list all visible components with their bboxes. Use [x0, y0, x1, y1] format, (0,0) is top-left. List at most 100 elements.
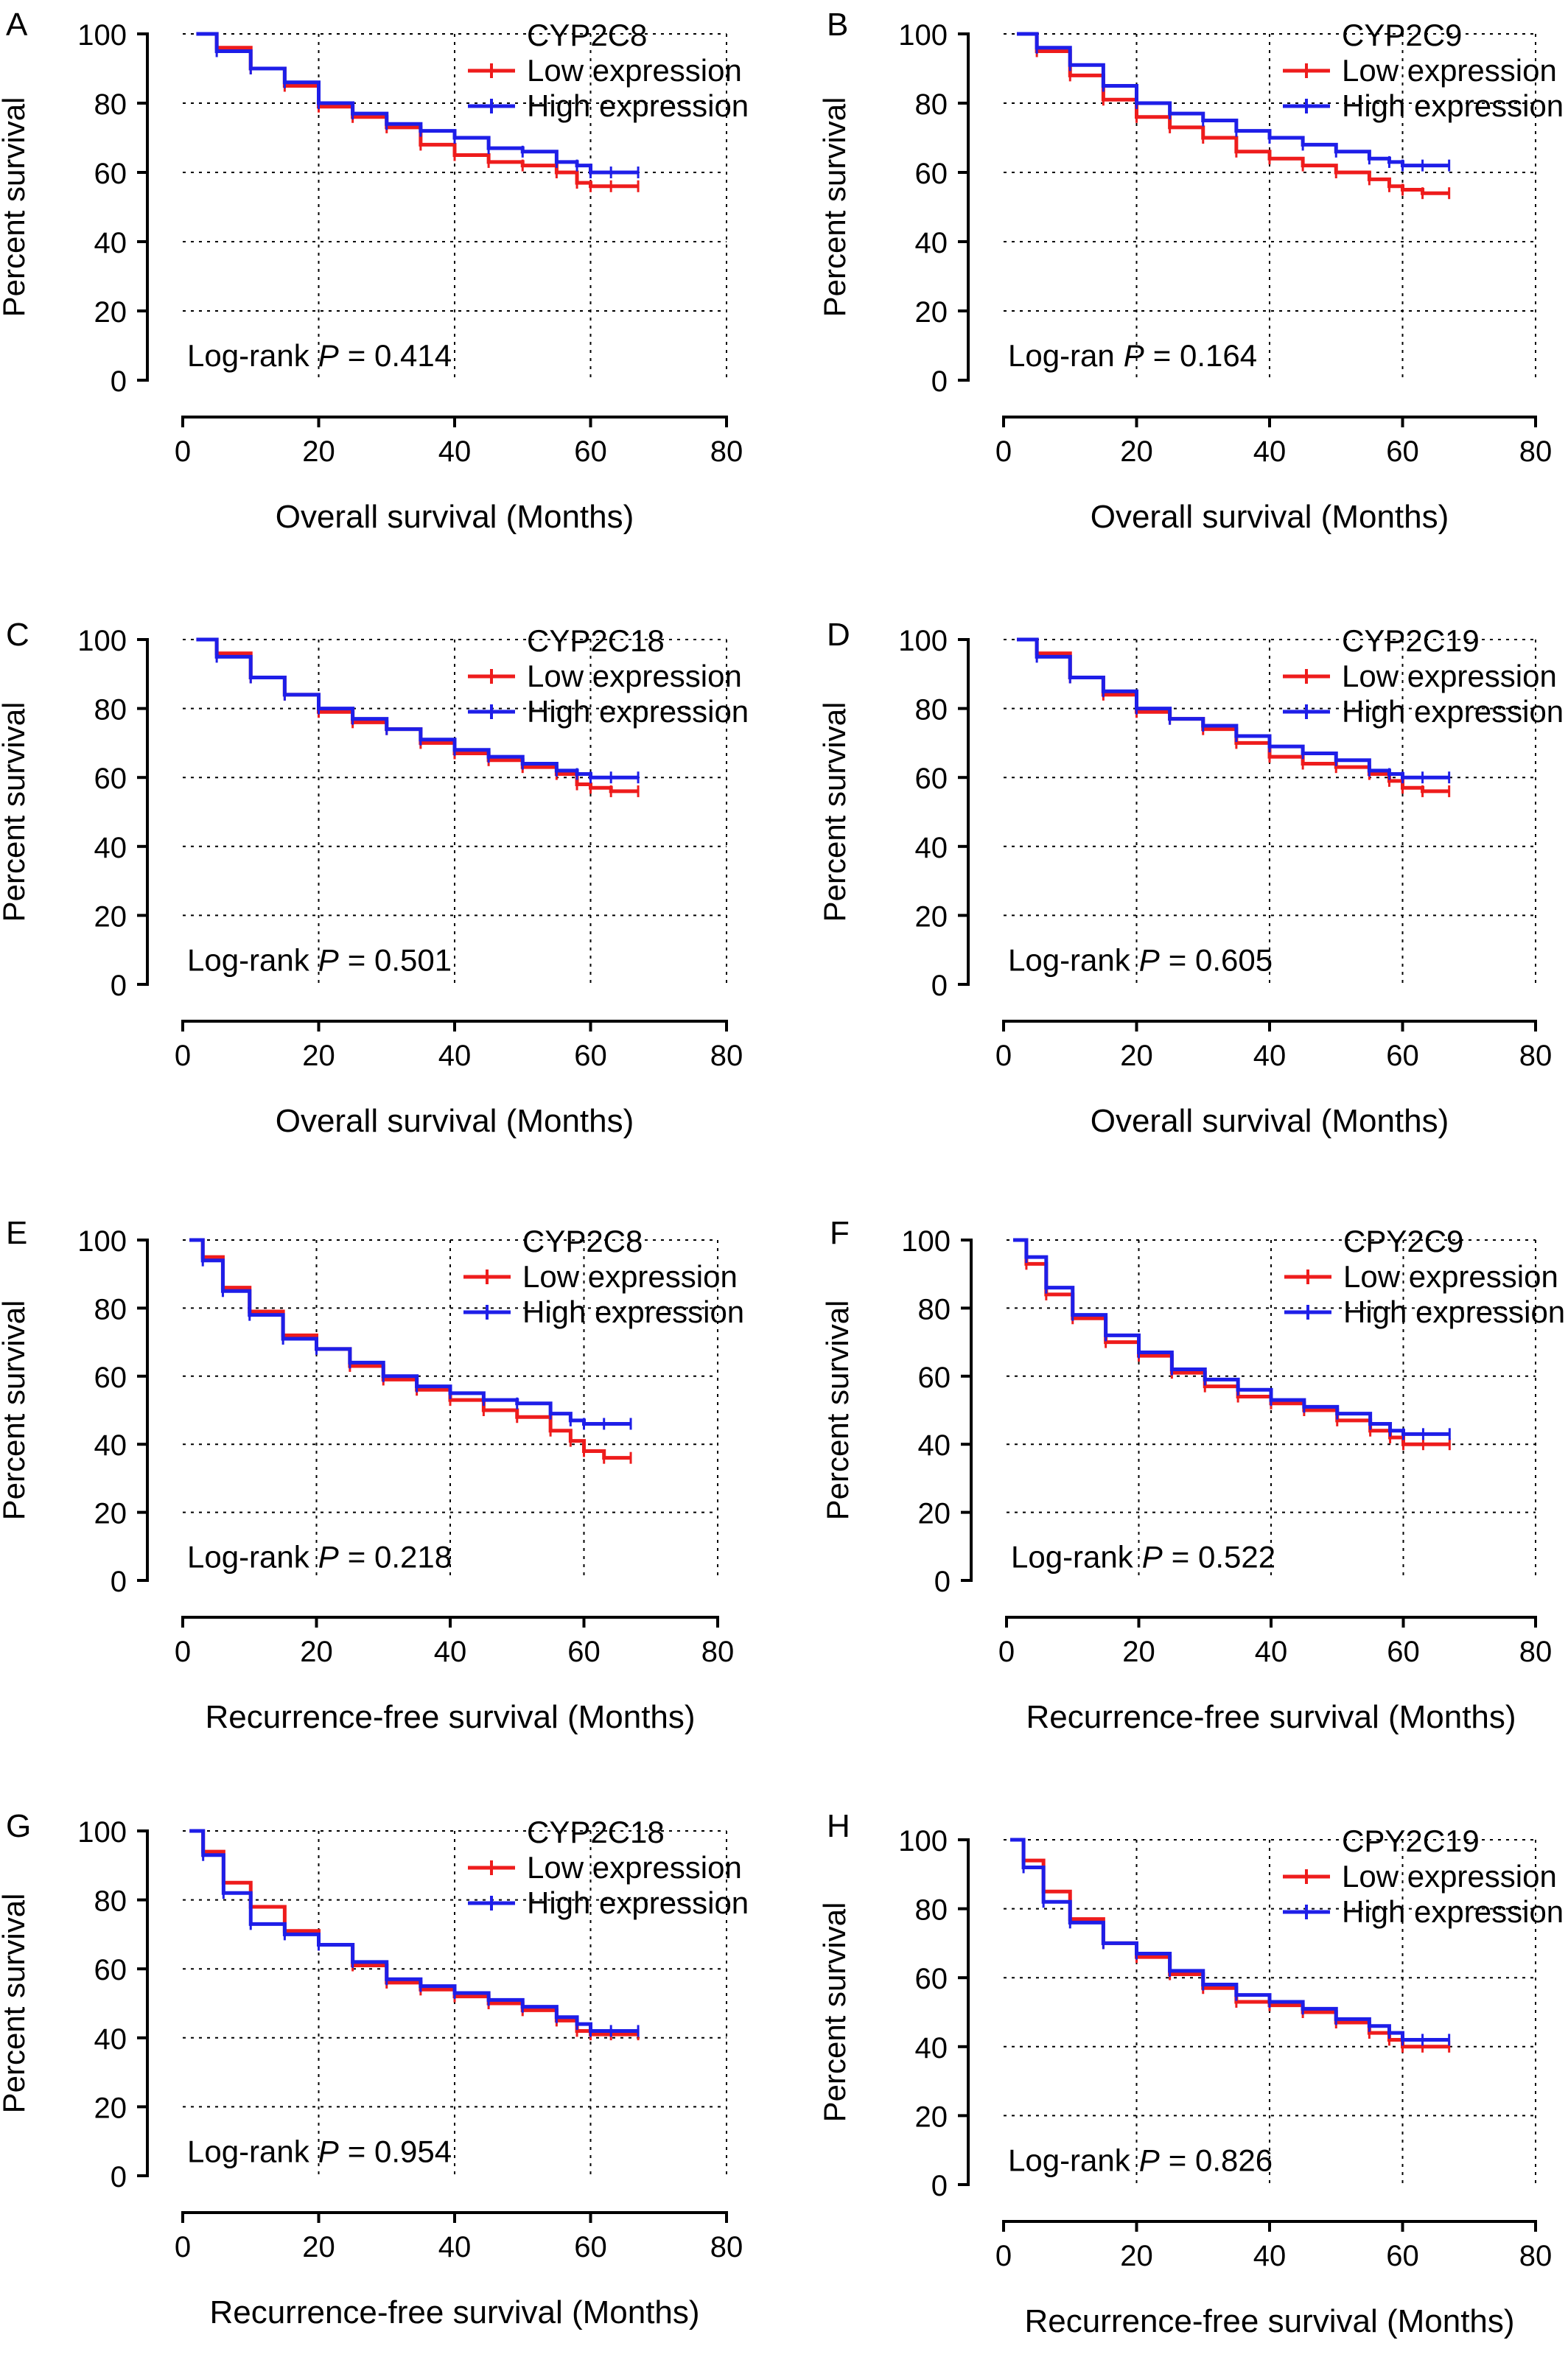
x-tick-label: 60: [1387, 1636, 1420, 1668]
log-rank-annotation: Log-rank P = 0.501: [187, 942, 452, 977]
x-tick-label: 80: [1519, 1040, 1553, 1072]
x-axis-label: Overall survival (Months): [1091, 499, 1449, 535]
legend-title: CYP2C19: [1342, 623, 1480, 658]
y-tick-label: 80: [918, 1293, 951, 1325]
log-rank-annotation: Log-rank P = 0.218: [187, 1540, 452, 1575]
legend-label-low: Low expression: [522, 1259, 738, 1294]
legend-label-high: High expression: [527, 694, 749, 729]
x-tick-label: 40: [1253, 1040, 1287, 1072]
x-tick-label: 80: [701, 1636, 735, 1668]
y-tick-label: 40: [94, 2023, 127, 2056]
p-symbol: P: [318, 942, 339, 977]
legend-label-high: High expression: [1342, 1894, 1564, 1929]
y-tick-label: 100: [901, 1225, 951, 1258]
x-tick-label: 20: [1120, 1040, 1153, 1072]
y-tick-label: 20: [915, 2101, 948, 2133]
y-tick-label: 60: [915, 158, 948, 190]
x-tick-label: 60: [567, 1636, 601, 1668]
y-tick-label: 0: [111, 365, 127, 398]
y-tick-label: 80: [915, 88, 948, 121]
legend-label-high: High expression: [527, 1885, 749, 1920]
legend-title: CPY2C9: [1343, 1224, 1463, 1258]
x-tick-label: 80: [1519, 2240, 1553, 2272]
y-axis-label: Percent survival: [817, 97, 852, 318]
x-tick-label: 20: [302, 435, 335, 468]
p-value: = 0.954: [348, 2134, 452, 2168]
x-tick-label: 0: [175, 2231, 191, 2263]
y-tick-label: 80: [94, 88, 127, 121]
legend-title: CYP2C18: [527, 1815, 665, 1849]
panel-letter: F: [830, 1215, 850, 1251]
log-rank-annotation: Log-ran P = 0.164: [1008, 338, 1257, 373]
y-tick-label: 20: [94, 296, 127, 329]
y-tick-label: 100: [77, 19, 127, 52]
x-tick-label: 20: [300, 1636, 333, 1668]
y-tick-label: 60: [94, 763, 127, 795]
y-tick-label: 80: [94, 694, 127, 726]
x-tick-label: 0: [175, 1636, 191, 1668]
log-rank-prefix: Log-ran: [1008, 338, 1115, 373]
p-value: = 0.501: [348, 942, 452, 977]
legend-label-low: Low expression: [1343, 1259, 1558, 1294]
x-tick-label: 60: [1386, 2240, 1419, 2272]
x-tick-label: 80: [710, 1040, 743, 1072]
legend-label-low: Low expression: [1342, 659, 1557, 693]
x-tick-label: 0: [995, 435, 1012, 468]
x-tick-label: 0: [175, 1040, 191, 1072]
log-rank-annotation: Log-rank P = 0.954: [187, 2134, 452, 2168]
y-tick-label: 60: [94, 1954, 127, 1986]
x-tick-label: 80: [710, 435, 743, 468]
p-symbol: P: [1139, 942, 1160, 977]
y-tick-label: 100: [898, 19, 948, 52]
x-tick-label: 0: [995, 1040, 1012, 1072]
x-tick-label: 60: [574, 435, 607, 468]
x-tick-label: 40: [438, 1040, 472, 1072]
p-symbol: P: [1139, 2143, 1160, 2177]
legend-title: CYP2C8: [522, 1224, 643, 1258]
legend-label-low: Low expression: [527, 53, 742, 88]
panel-letter: B: [827, 7, 848, 43]
y-axis-label: Percent survival: [0, 97, 31, 318]
y-tick-label: 0: [111, 1566, 127, 1598]
log-rank-annotation: Log-rank P = 0.605: [1008, 942, 1273, 977]
log-rank-annotation: Log-rank P = 0.414: [187, 338, 452, 373]
y-axis-label: Percent survival: [817, 1902, 852, 2123]
x-tick-label: 40: [1253, 435, 1287, 468]
x-axis-label: Recurrence-free survival (Months): [209, 2294, 699, 2330]
x-tick-label: 80: [710, 2231, 743, 2263]
p-value: = 0.826: [1169, 2143, 1273, 2177]
legend-title: CPY2C19: [1342, 1824, 1480, 1858]
p-symbol: P: [1124, 338, 1144, 373]
legend-label-low: Low expression: [1342, 53, 1557, 88]
log-rank-prefix: Log-rank: [187, 942, 310, 977]
p-symbol: P: [318, 2134, 339, 2168]
legend-label-high: High expression: [522, 1295, 744, 1329]
log-rank-annotation: Log-rank P = 0.826: [1008, 2143, 1273, 2177]
legend-label-high: High expression: [527, 88, 749, 123]
p-value: = 0.522: [1172, 1540, 1275, 1575]
x-tick-label: 40: [1253, 2240, 1287, 2272]
x-tick-label: 60: [1386, 435, 1419, 468]
x-tick-label: 20: [1120, 435, 1153, 468]
y-axis-label: Percent survival: [820, 1300, 855, 1521]
legend-title: CYP2C9: [1342, 18, 1462, 52]
log-rank-prefix: Log-rank: [187, 338, 310, 373]
x-axis-label: Recurrence-free survival (Months): [1024, 2303, 1514, 2339]
x-axis-label: Recurrence-free survival (Months): [1026, 1699, 1516, 1735]
panel-letter: C: [6, 617, 29, 653]
y-tick-label: 20: [915, 296, 948, 329]
panel-A: A 0 20 40 60 80 100 Percent survival 0 20 40 60 80 Ov…: [0, 7, 749, 535]
y-tick-label: 0: [111, 970, 127, 1002]
y-tick-label: 80: [94, 1885, 127, 1918]
x-tick-label: 40: [438, 2231, 472, 2263]
y-tick-label: 0: [931, 970, 948, 1002]
y-tick-label: 60: [94, 1362, 127, 1394]
y-tick-label: 0: [931, 365, 948, 398]
panel-letter: H: [827, 1808, 850, 1844]
y-tick-label: 0: [931, 2170, 948, 2202]
p-value: = 0.605: [1169, 942, 1273, 977]
